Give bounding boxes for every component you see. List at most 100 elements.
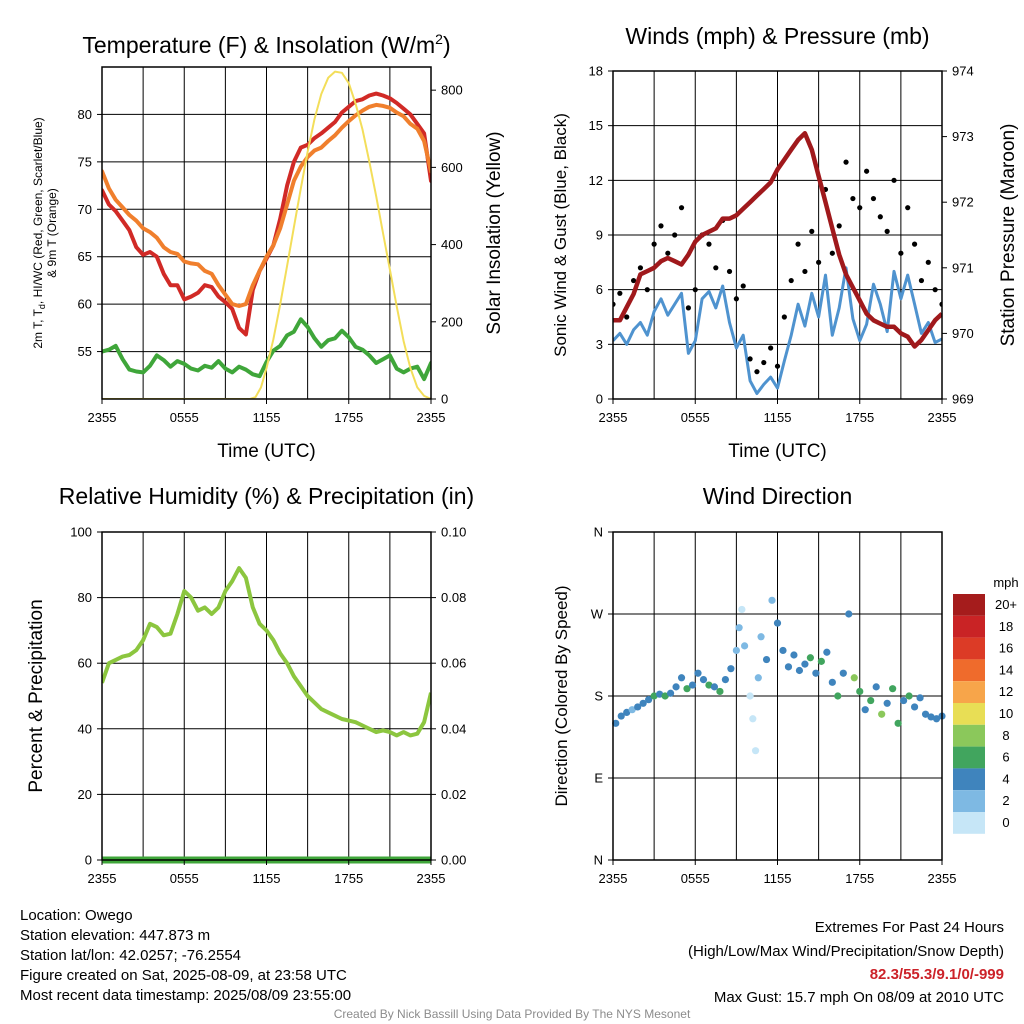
dir-point bbox=[645, 696, 653, 704]
most-recent-timestamp: Most recent data timestamp: 2025/08/09 2… bbox=[20, 987, 352, 1004]
dir-point bbox=[927, 713, 935, 721]
dir-point bbox=[612, 719, 620, 727]
wind-y2tick-label: 972 bbox=[952, 195, 974, 210]
wind-xtick-label: 1755 bbox=[845, 410, 874, 425]
dir-point bbox=[754, 674, 762, 682]
dir-point bbox=[790, 651, 798, 659]
temp-xtick-label: 1755 bbox=[334, 410, 363, 425]
wind-sonic-line bbox=[613, 266, 942, 395]
dir-point bbox=[757, 633, 765, 641]
dir-point bbox=[872, 683, 880, 691]
rh-y2tick-label: 0.02 bbox=[441, 787, 466, 802]
wind-gust-dot bbox=[918, 277, 925, 284]
rh-ytick-label: 100 bbox=[70, 525, 92, 540]
wind-title: Winds (mph) & Pressure (mb) bbox=[625, 23, 929, 49]
legend-label: 2 bbox=[1002, 793, 1009, 808]
temp-title: Temperature (F) & Insolation (W/m2) bbox=[82, 31, 450, 58]
wind-gust-dot bbox=[768, 345, 774, 351]
dir-point bbox=[746, 692, 754, 700]
dir-point bbox=[661, 692, 669, 700]
legend-title: mph bbox=[993, 575, 1018, 590]
dir-point bbox=[735, 624, 743, 632]
legend-swatch bbox=[953, 615, 985, 638]
wind-ylabel: Sonic Wind & Gust (Blue, Black) bbox=[551, 113, 570, 357]
rh-ytick-label: 40 bbox=[78, 721, 92, 736]
station-location: Location: Owego bbox=[20, 907, 133, 924]
extremes-values: 82.3/55.3/9.1/0/-999 bbox=[869, 966, 1004, 983]
temp-series-group bbox=[102, 70, 431, 399]
wind-gust-dot bbox=[706, 241, 712, 247]
temp-xtick-label: 2355 bbox=[88, 410, 117, 425]
rh-ytick-label: 0 bbox=[85, 853, 92, 868]
wind-gust-dot bbox=[726, 268, 733, 275]
dir-point bbox=[727, 665, 735, 673]
wind-xtick-label: 0555 bbox=[681, 410, 710, 425]
temp-ytick-label: 55 bbox=[78, 344, 92, 359]
dir-ytick-label: N bbox=[594, 525, 603, 540]
dir-point bbox=[656, 690, 664, 698]
dir-point bbox=[688, 681, 697, 689]
dir-ytick-label: S bbox=[594, 689, 603, 704]
dir-point bbox=[905, 692, 913, 700]
legend-label: 16 bbox=[999, 641, 1013, 656]
extremes-heading: Extremes For Past 24 Hours bbox=[814, 919, 1004, 936]
legend-swatch bbox=[953, 637, 985, 660]
rh-ytick-label: 60 bbox=[78, 656, 92, 671]
legend-label: 6 bbox=[1002, 750, 1009, 765]
temp-ylabel: 2m T, Td, HI/WC (Red, Green, Scarlet/Blu… bbox=[31, 117, 47, 348]
legend-swatch bbox=[953, 746, 985, 769]
wind-gust-dot bbox=[836, 223, 842, 229]
wind-gust-dot bbox=[630, 277, 637, 284]
wind-ytick-label: 3 bbox=[596, 337, 603, 352]
wind-gust-dot bbox=[850, 195, 856, 202]
wind-gust-dot bbox=[637, 265, 644, 271]
wind-ytick-label: 9 bbox=[596, 228, 603, 243]
dir-point bbox=[889, 685, 897, 693]
legend-label: 10 bbox=[999, 706, 1013, 721]
wind-ytick-label: 6 bbox=[596, 282, 603, 297]
rh-ylabel: Percent & Precipitation bbox=[26, 599, 47, 792]
dir-point bbox=[710, 683, 719, 691]
temp-y2label: Solar Insolation (Yellow) bbox=[484, 131, 505, 334]
wind-gust-dot bbox=[651, 241, 657, 247]
temp-y2tick-label: 400 bbox=[441, 237, 463, 252]
dir-point bbox=[741, 642, 749, 650]
wind-gust-dot bbox=[733, 296, 739, 302]
dir-xtick-label: 0555 bbox=[681, 871, 710, 886]
temp-xtick-label: 0555 bbox=[170, 410, 199, 425]
dir-point bbox=[900, 696, 908, 705]
dir-point bbox=[839, 669, 847, 677]
wind-gust-dot bbox=[747, 356, 753, 362]
wind-gust-dot bbox=[795, 241, 801, 247]
wind-gust-dot bbox=[843, 159, 849, 165]
wind-xtick-label: 2355 bbox=[928, 410, 957, 425]
legend-label: 8 bbox=[1002, 728, 1009, 743]
dir-point bbox=[768, 596, 776, 604]
wind-gust-dot bbox=[692, 287, 698, 293]
wind-gust-dot bbox=[761, 359, 767, 366]
legend-label: 4 bbox=[1002, 771, 1009, 786]
temp-ylabel-rest: , HI/WC (Red, Green, Scarlet/Blue) bbox=[31, 117, 45, 304]
wind-gust-dot bbox=[658, 223, 664, 229]
wind-gust-dot bbox=[788, 277, 794, 284]
temp-y2tick-label: 800 bbox=[441, 83, 463, 98]
dir-point bbox=[672, 683, 680, 691]
rh-xtick-label: 2355 bbox=[88, 871, 117, 886]
legend-label: 12 bbox=[999, 684, 1013, 699]
dir-point bbox=[856, 687, 864, 696]
wind-gust-dot bbox=[884, 228, 890, 234]
wind-series-group bbox=[613, 131, 942, 395]
legend-swatch bbox=[953, 724, 985, 747]
rh-ytick-label: 20 bbox=[78, 787, 92, 802]
wind-y2tick-label: 969 bbox=[952, 392, 974, 407]
wind-y2tick-label: 973 bbox=[952, 129, 974, 144]
wind-gust-dot bbox=[809, 228, 815, 234]
dir-point bbox=[828, 678, 836, 686]
dir-point bbox=[779, 646, 787, 655]
dir-point bbox=[845, 610, 853, 618]
dir-point bbox=[916, 694, 924, 702]
wind-gust-dot bbox=[816, 259, 822, 265]
dir-point bbox=[894, 719, 902, 727]
dir-point bbox=[850, 674, 858, 682]
legend-swatch bbox=[953, 703, 985, 725]
